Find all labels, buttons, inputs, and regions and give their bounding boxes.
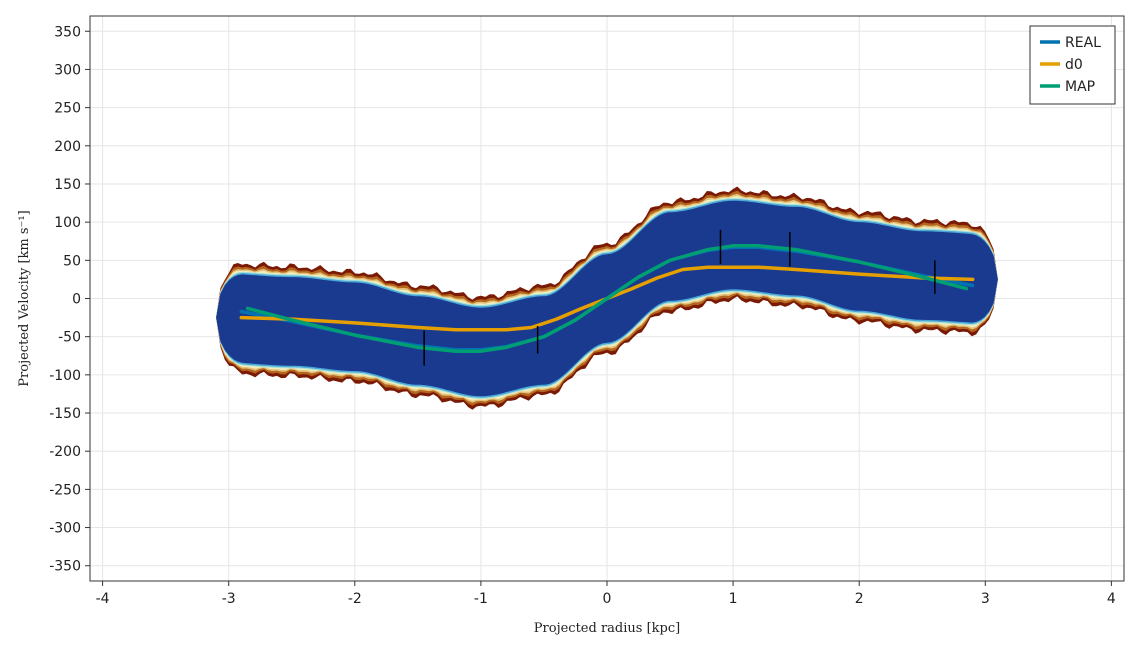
x-tick-label: -3 <box>222 591 236 607</box>
x-tick-label: 0 <box>603 591 612 607</box>
x-axis-ticks: -4 -3 -2 -1 0 1 2 3 4 <box>96 581 1116 607</box>
y-tick-label: -150 <box>49 406 81 422</box>
y-tick-label: -200 <box>49 444 81 460</box>
x-tick-label: -2 <box>348 591 362 607</box>
x-tick-label: -1 <box>474 591 488 607</box>
y-tick-label: -100 <box>49 368 81 384</box>
x-tick-label: -4 <box>96 591 110 607</box>
y-tick-label: -50 <box>58 330 81 346</box>
y-tick-label: 200 <box>54 139 81 155</box>
y-tick-label: 350 <box>54 24 81 40</box>
x-tick-label: 2 <box>855 591 864 607</box>
y-tick-label: -250 <box>49 482 81 498</box>
legend: REAL d0 MAP <box>1029 25 1116 105</box>
marker-ticks <box>423 229 936 366</box>
y-tick-label: 0 <box>72 292 81 308</box>
y-tick-label: 150 <box>54 177 81 193</box>
y-tick-label: 250 <box>54 101 81 117</box>
legend-label: d0 <box>1065 57 1083 73</box>
legend-label: REAL <box>1065 35 1101 51</box>
y-tick-label: -300 <box>49 521 81 537</box>
y-tick-label: 50 <box>63 253 81 269</box>
y-axis-ticks: 350 300 250 200 150 100 50 0 -50 -100 -150 -200 -250… <box>49 24 90 575</box>
y-tick-label: 100 <box>54 215 81 231</box>
legend-label: MAP <box>1065 79 1095 95</box>
series-lines <box>239 244 975 353</box>
x-tick-label: 1 <box>729 591 738 607</box>
x-tick-label: 3 <box>981 591 990 607</box>
x-axis-title: Projected radius [kpc] <box>534 621 680 636</box>
y-tick-label: -350 <box>49 559 81 575</box>
x-tick-label: 4 <box>1107 591 1116 607</box>
series-line-map <box>245 244 969 353</box>
y-axis-title: Projected Velocity [km s⁻¹] <box>17 210 32 386</box>
y-tick-label: 300 <box>54 62 81 78</box>
